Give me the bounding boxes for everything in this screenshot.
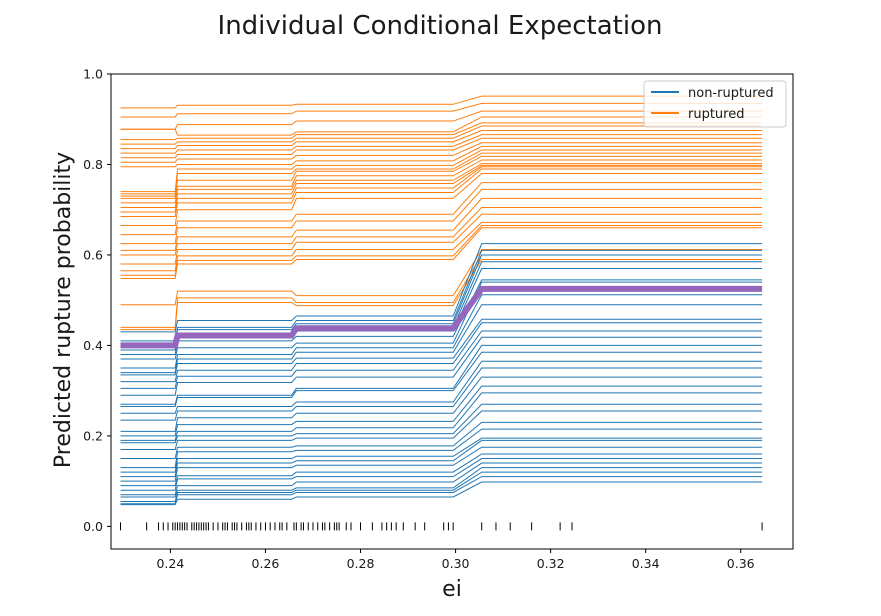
legend: non-ruptured ruptured bbox=[643, 80, 787, 128]
ice-line-ruptured-26 bbox=[120, 225, 763, 276]
x-tick-label-0: 0.24 bbox=[156, 556, 184, 571]
ice-line-non-ruptured-63 bbox=[120, 476, 763, 505]
average-line bbox=[120, 285, 763, 349]
ice-line-ruptured-19 bbox=[120, 173, 763, 227]
ice-line-ruptured-28 bbox=[120, 249, 763, 306]
ice-line-ruptured-14 bbox=[120, 159, 763, 199]
ice-line-ruptured-10 bbox=[120, 145, 763, 168]
ice-line-ruptured-5 bbox=[120, 125, 763, 145]
ice-line-ruptured-4 bbox=[120, 122, 763, 141]
ice-line-non-ruptured-38 bbox=[120, 294, 763, 369]
rug-marks bbox=[120, 522, 763, 531]
y-tick-label-1: 0.2 bbox=[83, 428, 103, 443]
x-tick-label-6: 0.36 bbox=[727, 556, 755, 571]
ice-line-ruptured-1 bbox=[120, 102, 763, 118]
ice-line-non-ruptured-59 bbox=[120, 458, 763, 491]
ice-line-non-ruptured-50 bbox=[120, 392, 763, 441]
y-tick-label-2: 0.4 bbox=[83, 338, 103, 353]
x-tick-label-2: 0.28 bbox=[347, 556, 375, 571]
ice-line-non-ruptured-52 bbox=[120, 410, 763, 450]
legend-label-ruptured: ruptured bbox=[688, 107, 744, 122]
ice-line-ruptured-27 bbox=[120, 227, 763, 279]
ice-line-ruptured-22 bbox=[120, 197, 763, 251]
ice-line-ruptured-25 bbox=[120, 221, 763, 272]
ice-line-non-ruptured-47 bbox=[120, 367, 763, 421]
ice-line-ruptured-9 bbox=[120, 142, 763, 163]
ice-line-ruptured-16 bbox=[120, 164, 763, 208]
legend-box bbox=[643, 80, 787, 128]
y-tick-label-5: 1.0 bbox=[83, 67, 103, 82]
y-axis-label: Predicted rupture probability bbox=[51, 152, 76, 468]
ice-line-non-ruptured-49 bbox=[120, 385, 763, 437]
ice-line-non-ruptured-46 bbox=[120, 360, 763, 414]
ice-line-ruptured-7 bbox=[120, 134, 763, 154]
ice-line-ruptured-23 bbox=[120, 206, 763, 256]
ice-line-ruptured-0 bbox=[120, 95, 763, 109]
ice-line-ruptured-8 bbox=[120, 137, 763, 159]
ice-line-ruptured-3 bbox=[120, 116, 763, 136]
ice-line-non-ruptured-62 bbox=[120, 471, 763, 502]
x-tick-label-5: 0.34 bbox=[632, 556, 660, 571]
ice-line-non-ruptured-55 bbox=[120, 437, 763, 473]
ice-line-non-ruptured-60 bbox=[120, 462, 763, 496]
ice-line-non-ruptured-64 bbox=[120, 481, 763, 506]
ice-line-non-ruptured-36 bbox=[120, 279, 763, 355]
y-tick-label-3: 0.6 bbox=[83, 247, 103, 262]
ice-line-non-ruptured-54 bbox=[120, 428, 763, 469]
ice-line-ruptured-13 bbox=[120, 155, 763, 195]
ice-line-non-ruptured-58 bbox=[120, 453, 763, 487]
ice-line-ruptured-18 bbox=[120, 168, 763, 217]
average-line-group bbox=[120, 285, 763, 349]
ice-line-non-ruptured-53 bbox=[120, 421, 763, 460]
ice-line-non-ruptured-57 bbox=[120, 446, 763, 482]
ice-line-non-ruptured-40 bbox=[120, 318, 763, 376]
ice-line-non-ruptured-31 bbox=[120, 243, 763, 333]
ice-line-non-ruptured-51 bbox=[120, 403, 763, 444]
ice-line-non-ruptured-43 bbox=[120, 336, 763, 396]
ice-line-ruptured-6 bbox=[120, 130, 763, 150]
y-tick-label-4: 0.8 bbox=[83, 157, 103, 172]
ice-line-ruptured-21 bbox=[120, 188, 763, 245]
x-ticks: 0.24 0.26 0.28 0.30 0.32 0.34 0.36 bbox=[156, 549, 755, 571]
x-tick-label-3: 0.30 bbox=[442, 556, 470, 571]
ice-line-non-ruptured-56 bbox=[120, 439, 763, 478]
ice-line-ruptured-15 bbox=[120, 163, 763, 204]
x-tick-label-1: 0.26 bbox=[252, 556, 280, 571]
ice-line-non-ruptured-41 bbox=[120, 322, 763, 383]
chart-title: Individual Conditional Expectation bbox=[218, 11, 663, 41]
ice-line-ruptured-2 bbox=[120, 110, 763, 130]
ice-line-non-ruptured-48 bbox=[120, 376, 763, 432]
ice-line-non-ruptured-45 bbox=[120, 351, 763, 407]
ice-line-non-ruptured-39 bbox=[120, 304, 763, 374]
ice-line-ruptured-24 bbox=[120, 213, 763, 265]
ice-line-non-ruptured-42 bbox=[120, 330, 763, 389]
ice-line-non-ruptured-61 bbox=[120, 467, 763, 498]
ice-line-non-ruptured-44 bbox=[120, 344, 763, 405]
x-tick-label-4: 0.32 bbox=[537, 556, 565, 571]
y-tick-label-0: 0.0 bbox=[83, 519, 103, 534]
plot-lines bbox=[120, 95, 763, 506]
plot-frame bbox=[110, 73, 794, 550]
legend-label-non-ruptured: non-ruptured bbox=[688, 86, 774, 101]
ice-line-ruptured-20 bbox=[120, 182, 763, 236]
ice-line-ruptured-17 bbox=[120, 166, 763, 213]
y-ticks: 0.0 0.2 0.4 0.6 0.8 1.0 bbox=[83, 67, 111, 534]
x-axis-label: ei bbox=[442, 577, 462, 602]
